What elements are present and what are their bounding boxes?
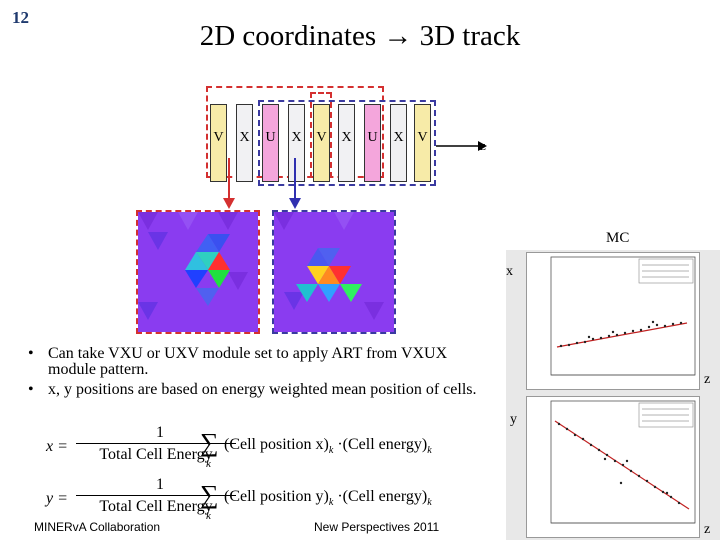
formula-x: x = 1 Total Cell Energy ∑ k (Cell positi… <box>40 424 480 474</box>
formula-y-term: (Cell position y)k ·(Cell energy)k <box>224 488 432 508</box>
formula-x-term: (Cell position x)k ·(Cell energy)k <box>224 436 432 456</box>
multiply-dot: · <box>337 436 343 453</box>
formula-y: y = 1 Total Cell Energy ∑ k (Cell positi… <box>40 476 480 526</box>
module-x: X <box>390 104 407 182</box>
formula-y-numerator: 1 <box>156 476 164 493</box>
module-x: X <box>236 104 253 182</box>
k-subscript: k <box>427 497 432 509</box>
fraction-bar <box>76 443 236 444</box>
cell-energy: (Cell energy) <box>342 488 428 505</box>
y-plot-label: y <box>510 412 517 427</box>
x-plot-label: x <box>506 264 513 279</box>
formula-y-denominator: Total Cell Energy <box>99 498 213 515</box>
multiply-dot: · <box>337 488 343 505</box>
sum-symbol: ∑ <box>200 480 219 509</box>
bullet-text: Can take VXU or UXV module set to apply … <box>48 345 448 378</box>
module-v: V <box>313 104 330 182</box>
z-axis-arrow <box>436 141 487 151</box>
slide-title: 2D coordinates → 3D track <box>199 20 521 52</box>
k-subscript: k <box>328 497 334 509</box>
y-vs-z-plot <box>526 396 700 538</box>
sum-symbol: ∑ <box>200 428 219 457</box>
cell-position-x: (Cell position x) <box>224 436 329 453</box>
slide-number: 12 <box>12 8 29 27</box>
mc-label: MC <box>606 230 630 246</box>
bullet-text: x, y positions are based on energy weigh… <box>48 381 477 398</box>
blue-group-box <box>258 100 436 186</box>
z-axis-label: z <box>480 138 486 153</box>
formula-x-lhs: x = <box>46 438 68 455</box>
footer-left: MINERvA Collaboration <box>34 520 161 534</box>
k-subscript: k <box>328 445 334 457</box>
sum-index: k <box>206 510 211 522</box>
red-pointer-arrow <box>223 158 235 209</box>
hex-panel-vxu <box>136 210 260 334</box>
z-label-top: z <box>704 372 711 387</box>
formula-x-numerator: 1 <box>156 424 164 441</box>
module-x: X <box>288 104 305 182</box>
bullet-marker: • <box>28 345 34 362</box>
z-label-bottom: z <box>704 522 711 537</box>
module-u: U <box>262 104 279 182</box>
cell-energy: (Cell energy) <box>342 436 428 453</box>
blue-pointer-arrow <box>289 158 301 209</box>
bullet-item: • x, y positions are based on energy wei… <box>28 382 498 398</box>
module-x: X <box>338 104 355 182</box>
bullet-item: • Can take VXU or UXV module set to appl… <box>28 346 498 378</box>
formula-y-lhs: y = <box>46 490 68 507</box>
footer-center: New Perspectives 2011 <box>314 520 440 534</box>
module-v: V <box>414 104 431 182</box>
formula-x-denominator: Total Cell Energy <box>99 446 213 463</box>
hex-panel-uxv <box>272 210 396 334</box>
cell-position-y: (Cell position y) <box>224 488 329 505</box>
module-u: U <box>364 104 381 182</box>
sum-index: k <box>206 458 211 470</box>
module-v: V <box>210 104 227 182</box>
bullet-marker: • <box>28 381 34 398</box>
k-subscript: k <box>427 445 432 457</box>
fraction-bar <box>76 495 236 496</box>
x-vs-z-plot <box>526 252 700 390</box>
bullet-list: • Can take VXU or UXV module set to appl… <box>28 346 498 402</box>
